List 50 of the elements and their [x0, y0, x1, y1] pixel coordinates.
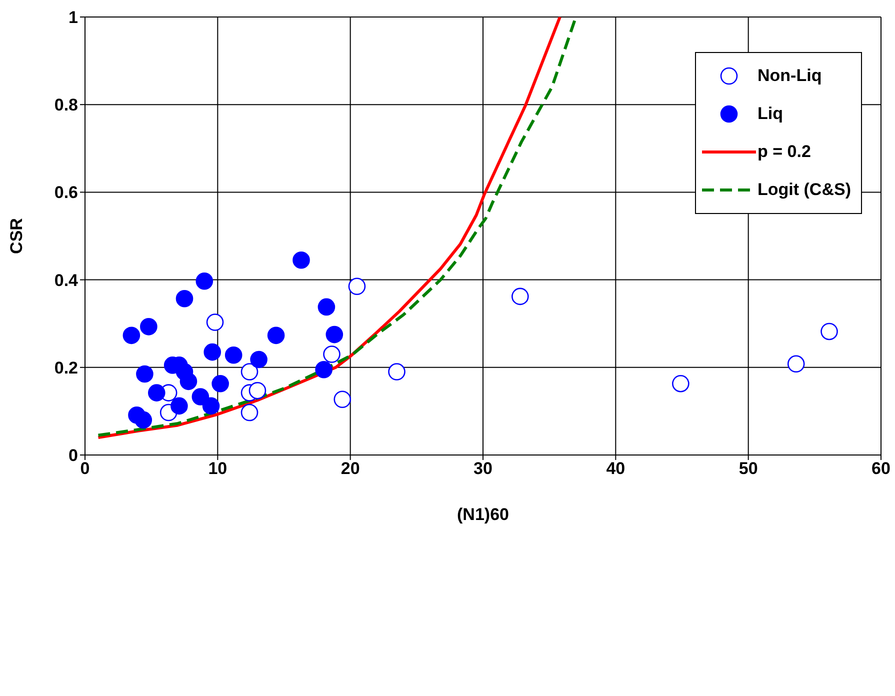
point	[323, 346, 340, 363]
point	[224, 346, 242, 364]
point	[202, 397, 220, 415]
point	[122, 326, 140, 344]
y-axis-title: CSR	[7, 218, 26, 254]
point	[334, 390, 352, 408]
point	[134, 411, 152, 429]
point	[787, 355, 805, 373]
y-tick-label: 0.2	[54, 358, 78, 378]
point	[240, 404, 258, 422]
point	[511, 288, 529, 306]
y-tick-label: 0.8	[54, 96, 78, 115]
y-tick-label: 0.6	[54, 183, 78, 202]
x-tick-label: 60	[872, 459, 890, 478]
legend-label: p = 0.2	[758, 142, 811, 162]
point	[192, 388, 210, 406]
y-tick-label: 0	[68, 446, 78, 466]
y-tick-label: 0.4	[54, 270, 79, 290]
point	[315, 360, 332, 378]
point	[196, 272, 214, 290]
point	[212, 374, 229, 392]
legend-label: Non-Liq	[758, 66, 822, 86]
point	[170, 397, 188, 415]
legend-label: Liq	[758, 104, 784, 124]
point	[318, 298, 336, 316]
point	[348, 278, 366, 296]
point	[148, 384, 166, 402]
point	[267, 326, 285, 344]
point	[180, 372, 198, 390]
x-tick-label: 40	[606, 459, 626, 478]
x-tick-label: 10	[208, 459, 228, 478]
x-axis-title: (N1)60	[457, 505, 509, 524]
point	[248, 382, 266, 400]
point	[292, 251, 310, 269]
x-tick-label: 50	[738, 459, 758, 478]
point	[326, 326, 344, 344]
point	[176, 290, 194, 308]
x-tick-label: 30	[474, 459, 492, 478]
point	[206, 314, 224, 331]
point	[140, 318, 158, 336]
point	[250, 350, 268, 368]
y-tick-label: 1	[68, 8, 78, 28]
point	[240, 363, 258, 380]
x-tick-label: 20	[340, 459, 360, 478]
point	[820, 322, 838, 340]
point	[672, 374, 690, 392]
point	[204, 343, 222, 361]
legend-label: Logit (C&S)	[758, 180, 851, 200]
point	[136, 365, 154, 383]
point	[388, 363, 406, 380]
